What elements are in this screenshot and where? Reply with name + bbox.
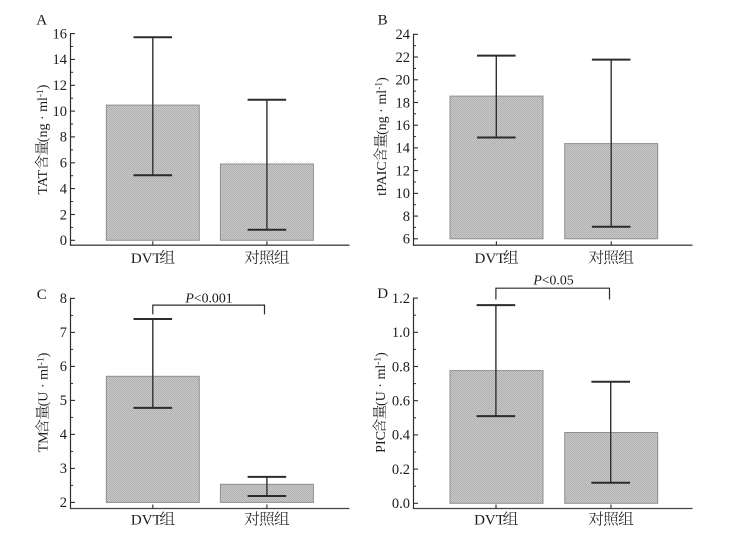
svg-text:7: 7 bbox=[60, 325, 67, 341]
svg-text:14: 14 bbox=[396, 141, 411, 157]
svg-text:P<0.001: P<0.001 bbox=[184, 290, 232, 305]
svg-text:0.8: 0.8 bbox=[392, 359, 410, 375]
svg-text:8: 8 bbox=[60, 130, 67, 146]
svg-text:0.6: 0.6 bbox=[392, 394, 410, 410]
svg-text:C: C bbox=[37, 287, 47, 303]
svg-text:DVT: DVT bbox=[131, 251, 162, 267]
svg-text:4: 4 bbox=[60, 427, 68, 443]
svg-text:): ) bbox=[37, 352, 52, 357]
svg-text:B: B bbox=[378, 13, 388, 29]
svg-text:20: 20 bbox=[396, 73, 411, 89]
svg-text:ng · ml: ng · ml bbox=[36, 97, 51, 138]
svg-text:0.4: 0.4 bbox=[392, 428, 411, 444]
svg-text:DVT: DVT bbox=[475, 251, 506, 267]
svg-text:24: 24 bbox=[396, 27, 411, 43]
svg-text:6: 6 bbox=[403, 232, 410, 248]
svg-text:DVT: DVT bbox=[131, 513, 162, 529]
svg-text:6: 6 bbox=[60, 359, 67, 375]
svg-text:8: 8 bbox=[60, 291, 67, 307]
svg-text:16: 16 bbox=[396, 118, 411, 134]
svg-text:8: 8 bbox=[403, 209, 410, 225]
svg-text:(: ( bbox=[37, 401, 52, 406]
svg-text:3: 3 bbox=[60, 461, 67, 477]
svg-text:0.0: 0.0 bbox=[392, 496, 410, 512]
svg-text:TM: TM bbox=[37, 431, 52, 453]
svg-text:22: 22 bbox=[396, 50, 411, 66]
svg-text:A: A bbox=[36, 13, 47, 29]
svg-text:(: ( bbox=[374, 401, 389, 406]
svg-text:18: 18 bbox=[396, 95, 411, 111]
svg-text:2: 2 bbox=[60, 495, 67, 511]
svg-text:D: D bbox=[377, 286, 388, 302]
svg-text:1.2: 1.2 bbox=[392, 291, 410, 307]
svg-text:PIC: PIC bbox=[374, 431, 389, 453]
svg-text:1.0: 1.0 bbox=[392, 325, 410, 341]
svg-text:4: 4 bbox=[60, 181, 68, 197]
svg-text:0: 0 bbox=[60, 233, 67, 249]
svg-text:): ) bbox=[375, 77, 390, 82]
svg-text:14: 14 bbox=[53, 52, 68, 68]
svg-text:0.2: 0.2 bbox=[392, 462, 410, 478]
svg-text:16: 16 bbox=[53, 26, 68, 42]
svg-text:(: ( bbox=[375, 130, 390, 135]
svg-text:): ) bbox=[36, 84, 51, 89]
svg-text:TAT: TAT bbox=[36, 170, 51, 195]
svg-text:6: 6 bbox=[60, 156, 67, 172]
svg-text:(: ( bbox=[36, 137, 51, 142]
svg-text:U · ml: U · ml bbox=[37, 365, 52, 402]
svg-text:ng · ml: ng · ml bbox=[375, 90, 390, 131]
svg-text:tPAIC: tPAIC bbox=[375, 161, 390, 196]
svg-text:-1: -1 bbox=[36, 89, 46, 97]
svg-text:-1: -1 bbox=[374, 357, 384, 365]
svg-text:DVT: DVT bbox=[474, 513, 505, 529]
svg-text:10: 10 bbox=[53, 104, 68, 120]
svg-text:12: 12 bbox=[53, 78, 68, 94]
svg-text:2: 2 bbox=[60, 207, 67, 223]
svg-text:10: 10 bbox=[396, 186, 411, 202]
svg-text:5: 5 bbox=[60, 393, 67, 409]
svg-text:U · ml: U · ml bbox=[374, 365, 389, 402]
svg-text:P<0.05: P<0.05 bbox=[532, 273, 573, 288]
svg-text:-1: -1 bbox=[36, 357, 46, 365]
svg-text:-1: -1 bbox=[375, 82, 385, 90]
svg-text:12: 12 bbox=[396, 163, 411, 179]
svg-text:): ) bbox=[374, 352, 389, 357]
